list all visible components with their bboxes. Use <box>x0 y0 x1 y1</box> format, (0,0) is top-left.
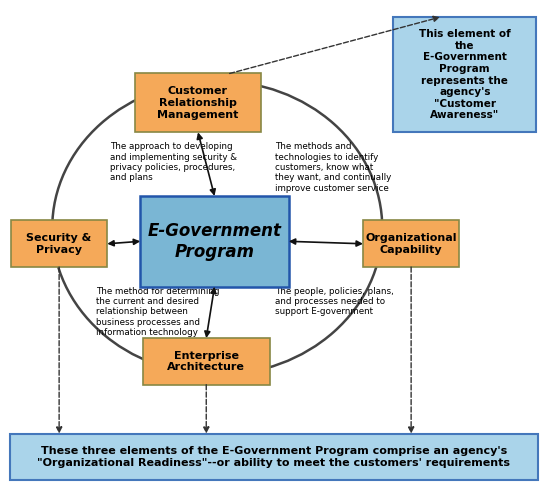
FancyBboxPatch shape <box>135 74 261 132</box>
FancyBboxPatch shape <box>143 338 270 385</box>
Text: This element of
the
E-Government
Program
represents the
agency's
"Customer
Aware: This element of the E-Government Program… <box>419 29 510 121</box>
Text: Customer
Relationship
Management: Customer Relationship Management <box>157 86 239 120</box>
FancyBboxPatch shape <box>10 434 538 480</box>
Text: The people, policies, plans,
and processes needed to
support E-government: The people, policies, plans, and process… <box>275 287 394 317</box>
Text: Security &
Privacy: Security & Privacy <box>26 233 92 255</box>
Text: E-Government
Program: E-Government Program <box>147 222 282 261</box>
Text: The method for determining
the current and desired
relationship between
business: The method for determining the current a… <box>96 287 220 337</box>
FancyBboxPatch shape <box>140 196 289 287</box>
FancyBboxPatch shape <box>11 220 107 267</box>
Text: These three elements of the E-Government Program comprise an agency's
"Organizat: These three elements of the E-Government… <box>37 446 510 468</box>
Text: Enterprise
Architecture: Enterprise Architecture <box>167 350 245 372</box>
Text: Organizational
Capability: Organizational Capability <box>365 233 457 255</box>
Text: The methods and
technologies to identify
customers, know what
they want, and con: The methods and technologies to identify… <box>275 142 391 193</box>
FancyBboxPatch shape <box>363 220 459 267</box>
Text: The approach to developing
and implementing security &
privacy policies, procedu: The approach to developing and implement… <box>110 142 237 182</box>
FancyBboxPatch shape <box>393 17 536 132</box>
